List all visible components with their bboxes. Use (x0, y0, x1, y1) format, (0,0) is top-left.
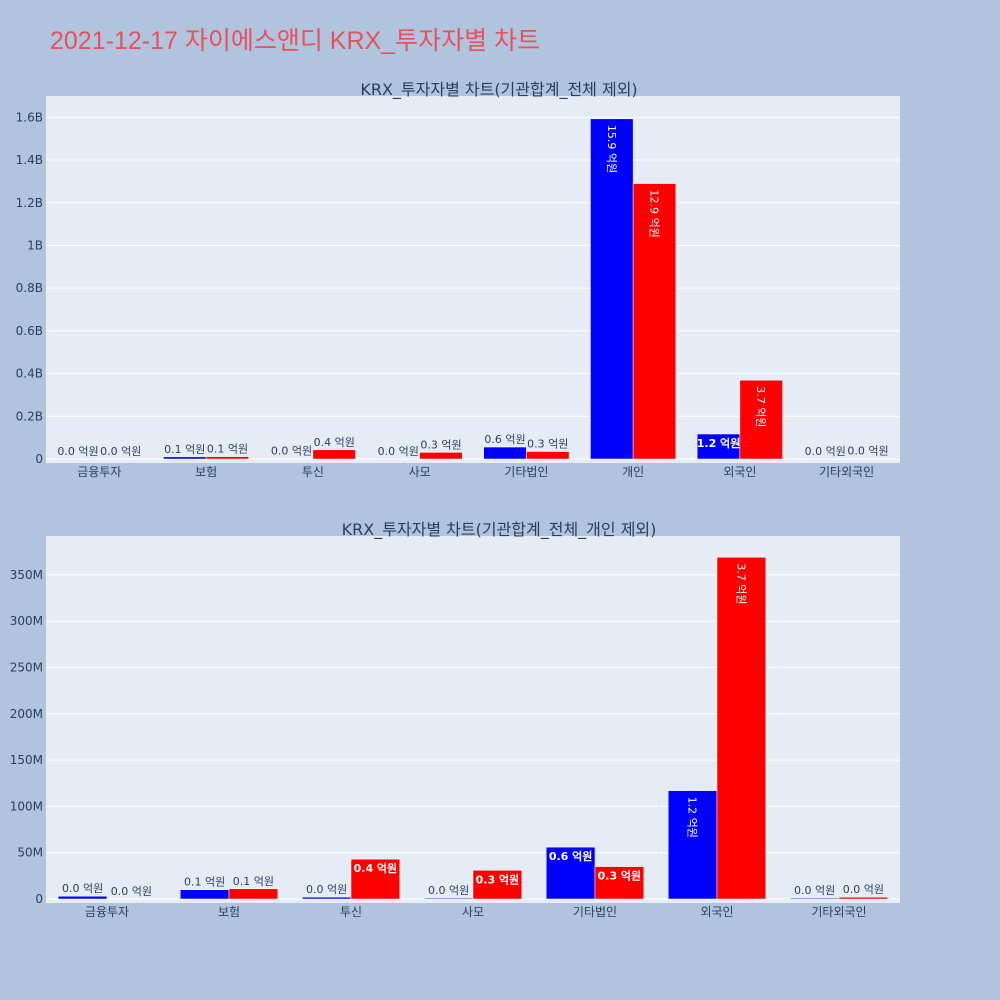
y-tick-label: 1.6B (16, 110, 43, 124)
bar (590, 118, 634, 460)
y-tick-label: 200M (10, 707, 43, 721)
data-label: 0.0 억원 (847, 445, 888, 458)
plot-area (46, 536, 900, 903)
data-label: 0.0 억원 (57, 445, 98, 458)
x-tick-label: 보험 (218, 905, 240, 919)
data-label: 0.1 억원 (184, 876, 225, 889)
y-tick-label: 0 (35, 892, 43, 906)
bar (163, 456, 207, 460)
data-label: 3.7 억원 (734, 563, 747, 604)
chart-title: KRX_투자자별 차트(기관합계_전체 제외) (360, 80, 637, 100)
y-tick-label: 50M (17, 846, 43, 860)
bar (179, 889, 230, 900)
bar (526, 451, 570, 460)
x-tick-label: 기타법인 (573, 905, 617, 919)
data-label: 0.0 억원 (111, 885, 152, 898)
x-tick-label: 개인 (622, 465, 644, 479)
data-label: 0.1 억원 (233, 875, 274, 888)
data-label: 0.6 억원 (484, 433, 525, 446)
bar (632, 183, 677, 460)
data-label: 0.3 억원 (527, 438, 568, 451)
data-label: 15.9 억원 (605, 125, 618, 173)
y-tick-label: 0.2B (16, 409, 43, 423)
bar (205, 456, 250, 460)
data-label: 0.0 억원 (378, 445, 419, 458)
y-tick-label: 1.4B (16, 153, 43, 167)
data-label: 0.0 억원 (805, 445, 846, 458)
data-label: 0.1 억원 (207, 443, 248, 456)
page-title: 2021-12-17 자이에스앤디 KRX_투자자별 차트 (50, 27, 540, 55)
bar (350, 858, 401, 900)
data-label: 0.0 억원 (271, 445, 312, 458)
bar (545, 846, 596, 900)
y-tick-label: 0 (35, 452, 43, 466)
data-label: 0.0 억원 (794, 884, 835, 897)
y-tick-label: 0.8B (16, 281, 43, 295)
data-label: 0.0 억원 (100, 445, 141, 458)
data-label: 3.7 억원 (754, 386, 767, 427)
x-tick-label: 기타외국인 (811, 905, 866, 919)
data-label: 0.3 억원 (476, 872, 520, 886)
x-tick-label: 외국인 (700, 905, 733, 919)
data-label: 0.3 억원 (598, 869, 642, 883)
data-label: 0.3 억원 (420, 438, 461, 451)
x-tick-label: 투신 (302, 465, 324, 479)
x-tick-label: 기타법인 (504, 465, 548, 479)
x-tick-label: 사모 (462, 905, 484, 919)
data-label: 12.9 억원 (647, 190, 660, 238)
x-tick-label: 외국인 (723, 465, 756, 479)
data-label: 0.0 억원 (306, 883, 347, 896)
data-label: 1.2 억원 (697, 436, 741, 450)
bar (483, 446, 527, 460)
chart-2: 0 50M 100M 150M 200M 250M 300M 350M KRX_투자자별 차트(… (10, 520, 900, 919)
y-tick-label: 1.2B (16, 196, 43, 210)
x-tick-label: 사모 (409, 465, 431, 479)
bar (301, 896, 352, 900)
bar (57, 895, 108, 900)
bar (423, 897, 474, 900)
x-tick-label: 투신 (340, 905, 362, 919)
bar (594, 866, 645, 900)
y-tick-label: 300M (10, 614, 43, 628)
chart-1: 0 0.2B 0.4B 0.6B 0.8B 1B 1.2B 1.4B 1.6B KRX_투자자별 … (16, 80, 900, 479)
data-label: 0.4 억원 (354, 861, 398, 875)
bar (312, 449, 356, 460)
y-tick-label: 0.6B (16, 324, 43, 338)
y-tick-label: 150M (10, 753, 43, 767)
bar (739, 379, 783, 460)
x-tick-label: 금융투자 (77, 465, 121, 479)
x-tick-label: 기타외국인 (819, 465, 874, 479)
bar (716, 557, 767, 900)
bar (472, 870, 523, 900)
x-tick-label: 금융투자 (85, 905, 129, 919)
bar (419, 452, 463, 460)
y-tick-label: 350M (10, 568, 43, 582)
y-tick-label: 0.4B (16, 367, 43, 381)
bar (789, 897, 840, 900)
y-tick-label: 100M (10, 799, 43, 813)
bar (696, 433, 741, 460)
data-label: 0.1 억원 (164, 443, 205, 456)
chart-title: KRX_투자자별 차트(기관합계_전체_개인 제외) (342, 520, 657, 540)
data-label: 0.0 억원 (428, 884, 469, 897)
x-tick-label: 보험 (195, 465, 217, 479)
data-label: 0.0 억원 (62, 882, 103, 895)
bar (228, 888, 279, 900)
data-label: 1.2 억원 (686, 797, 699, 838)
data-label: 0.0 억원 (843, 883, 884, 896)
data-label: 0.6 억원 (549, 849, 593, 863)
y-tick-label: 1B (27, 238, 43, 252)
data-label: 0.4 억원 (314, 436, 355, 449)
bar (838, 896, 889, 900)
y-tick-label: 250M (10, 660, 43, 674)
bar (667, 790, 718, 900)
